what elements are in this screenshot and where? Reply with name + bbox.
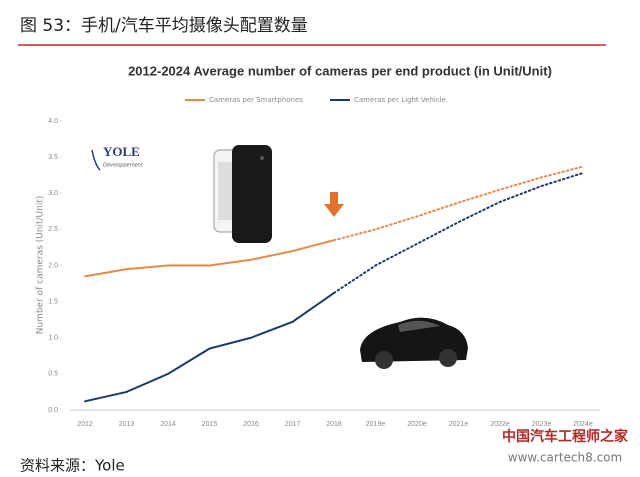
x-tick-label: 2022e — [490, 421, 510, 428]
x-tick-label: 2012 — [77, 421, 93, 428]
y-tick-label: 1.5 — [48, 298, 58, 305]
source: 资料来源：Yole — [20, 457, 125, 475]
watermark-url: www.cartech8.com — [508, 451, 622, 465]
y-tick-label: 4.0 — [48, 118, 58, 125]
x-tick-label: 2015 — [202, 421, 218, 428]
x-tick-label: 2024e — [573, 421, 593, 428]
y-tick-label: 1.0 — [48, 335, 58, 342]
x-tick-label: 2017 — [285, 421, 301, 428]
y-tick-label: 2.5 — [48, 226, 58, 233]
y-tick-label: 3.0 — [48, 190, 58, 197]
x-tick-label: 2019e — [366, 421, 386, 428]
series-line — [84, 239, 335, 278]
logo-tagline: Développement — [103, 162, 144, 169]
watermark-name: 中国汽车工程师之家 — [502, 428, 629, 445]
logo-mark — [91, 149, 101, 171]
series-line — [84, 291, 335, 403]
y-tick-label: 3.5 — [48, 154, 58, 161]
projection-line — [333, 172, 584, 294]
x-tick-label: 2014 — [160, 421, 176, 428]
car-image — [360, 317, 468, 369]
x-tick-label: 2013 — [119, 421, 135, 428]
figure-header: 图 53：手机/汽车平均摄像头配置数量 — [20, 16, 308, 36]
legend-label: Cameras per Light Vehicle — [354, 96, 446, 104]
phone-image — [213, 145, 272, 243]
legend-label: Cameras per Smartphones — [209, 96, 303, 104]
chart-title: 2012-2024 Average number of cameras per … — [128, 63, 552, 78]
y-tick-label: 2.0 — [48, 262, 58, 269]
x-tick-label: 2020e — [407, 421, 427, 428]
x-tick-label: 2021e — [449, 421, 469, 428]
x-tick-label: 2023e — [532, 421, 552, 428]
y-tick-label: 0.0 — [48, 407, 58, 414]
projection-line — [333, 165, 584, 242]
arrow — [324, 192, 344, 217]
y-tick-label: 0.5 — [48, 371, 58, 378]
logo: YOLE — [103, 144, 140, 159]
x-tick-label: 2018 — [326, 421, 342, 428]
x-tick-label: 2016 — [243, 421, 259, 428]
y-axis-label: Number of cameras (Unit/Unit) — [36, 196, 46, 335]
